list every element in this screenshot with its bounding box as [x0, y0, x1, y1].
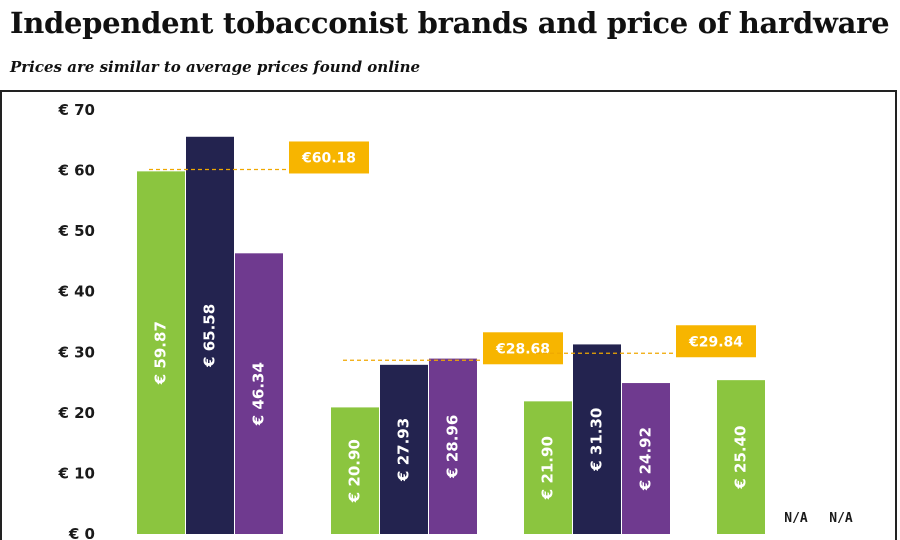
- na-label: N/A: [829, 511, 853, 526]
- chart-subtitle: Prices are similar to average prices fou…: [10, 58, 421, 76]
- bar-value-label: € 59.87: [152, 321, 170, 385]
- bar-value-label: € 46.34: [250, 362, 268, 426]
- y-tick-label: € 60: [57, 162, 95, 180]
- average-value-label: €29.84: [688, 334, 743, 350]
- bar: [331, 407, 379, 534]
- bar-value-label: € 20.90: [346, 439, 364, 503]
- bar: [717, 380, 765, 534]
- bar: [429, 358, 477, 534]
- bar-value-label: € 24.92: [637, 427, 655, 491]
- bar: [186, 136, 234, 534]
- average-label-box: [289, 141, 369, 174]
- bar-value-label: € 65.58: [201, 304, 219, 368]
- chart-frame: [0, 90, 897, 540]
- bar: [573, 344, 621, 534]
- average-label-box: [676, 325, 756, 358]
- bar: [137, 171, 185, 534]
- bar: [235, 253, 283, 534]
- chart-title: Independent tobacconist brands and price…: [10, 6, 890, 40]
- average-value-label: €60.18: [301, 150, 356, 166]
- bar-value-label: € 21.90: [539, 436, 557, 500]
- y-tick-label: € 0: [68, 525, 95, 540]
- average-label-box: [483, 332, 563, 365]
- y-tick-label: € 20: [57, 404, 95, 422]
- bar-value-label: € 25.40: [732, 426, 750, 490]
- y-tick-label: € 70: [57, 101, 95, 119]
- y-tick-label: € 30: [57, 343, 95, 361]
- y-tick-label: € 50: [57, 222, 95, 240]
- y-tick-label: € 40: [57, 283, 95, 301]
- bar-value-label: € 31.30: [588, 408, 606, 472]
- bar: [524, 401, 572, 534]
- y-tick-label: € 10: [57, 464, 95, 482]
- bar-value-label: € 28.96: [444, 415, 462, 479]
- average-value-label: €28.68: [495, 341, 550, 357]
- bar: [622, 383, 670, 534]
- bar-value-label: € 27.93: [395, 418, 413, 482]
- na-label: N/A: [784, 511, 808, 526]
- bar: [380, 364, 428, 534]
